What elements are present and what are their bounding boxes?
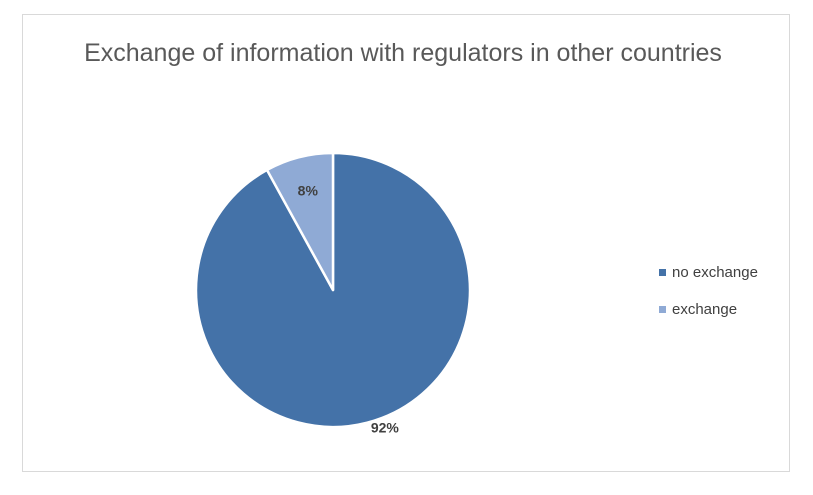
data-label-exchange: 8% — [298, 183, 319, 199]
legend-swatch-no-exchange — [659, 268, 666, 276]
legend-item-no-exchange: no exchange — [659, 261, 789, 283]
pie-chart: 92% 8% — [194, 151, 472, 436]
legend-label-exchange: exchange — [672, 300, 738, 318]
chart-area: Exchange of information with regulators … — [22, 14, 790, 472]
data-label-no-exchange: 92% — [371, 420, 400, 436]
chart-title: Exchange of information with regulators … — [84, 39, 722, 67]
legend-item-exchange: exchange — [659, 298, 789, 320]
pie-slice-exchange — [265, 151, 335, 292]
pie-slice-no-exchange — [194, 151, 472, 429]
legend: no exchange exchange — [659, 261, 789, 335]
legend-label-no-exchange: no exchange — [672, 263, 758, 281]
legend-swatch-exchange — [659, 305, 666, 313]
